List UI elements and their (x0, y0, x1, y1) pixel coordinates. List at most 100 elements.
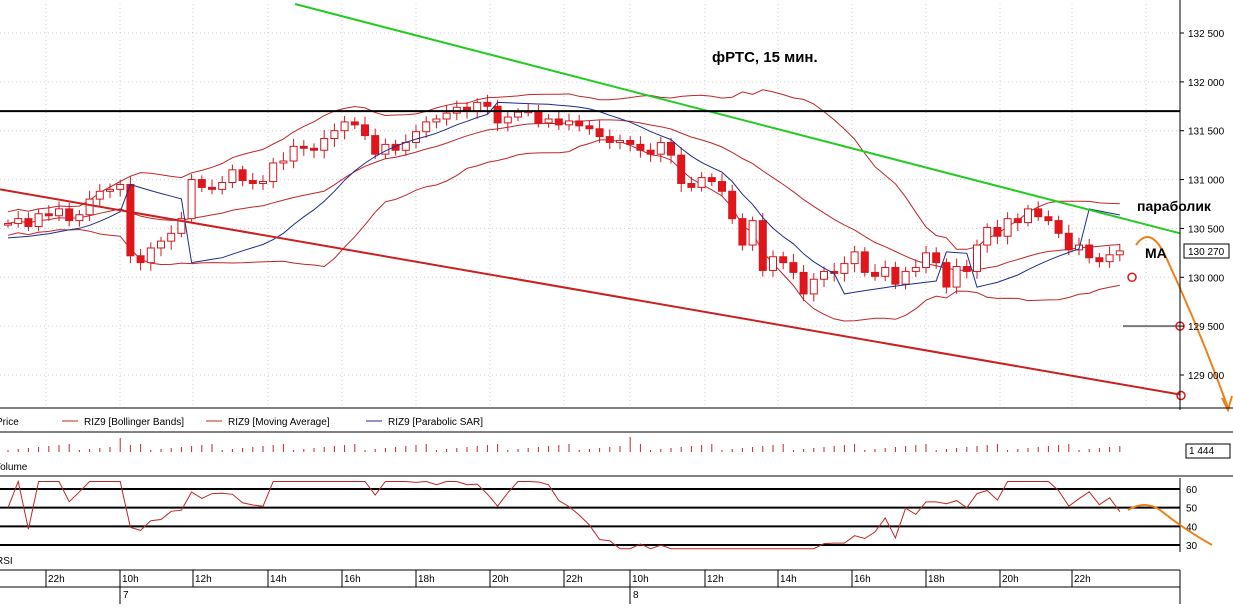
support-trendline (0, 188, 1181, 396)
candle-body (106, 188, 114, 192)
forecast-arrowhead (1221, 395, 1233, 413)
trend-lines (0, 3, 1233, 413)
candle-body (871, 271, 879, 277)
candle-body (595, 128, 604, 138)
psar-line (7, 101, 1120, 295)
time-tick-label: 14h (780, 574, 797, 585)
candle-body (146, 247, 155, 264)
candle-body (860, 251, 869, 273)
legend-bollinger: RIZ9 [Bollinger Bands] (84, 417, 184, 428)
time-tick-label: 16h (344, 574, 361, 585)
candle-body (616, 139, 624, 143)
time-tick-label: 16h (854, 574, 871, 585)
candle-body (575, 120, 584, 127)
rsi-line (7, 479, 1121, 550)
rsi-tick-label: 60 (1186, 485, 1198, 496)
candle-body (779, 256, 788, 264)
candle-body (4, 223, 12, 226)
candle-body (738, 218, 747, 246)
price-tick-label: 129 000 (1188, 371, 1225, 382)
candle-body (1085, 244, 1094, 259)
candle-body (95, 190, 104, 200)
legend-moving-average: RIZ9 [Moving Average] (228, 417, 330, 428)
candle-body (850, 251, 859, 265)
candle-body (238, 169, 247, 182)
volume-pane-label: Volume (0, 462, 28, 473)
axes: 132 500 132 000 131 500 131 000 130 500 130 0… (0, 0, 1233, 410)
legend-price: Price (0, 417, 19, 428)
time-tick-label: 22h (1074, 574, 1091, 585)
volume-last-box (1185, 443, 1231, 459)
last-price-label: 130 270 (1188, 247, 1225, 258)
candle-body (554, 118, 563, 126)
rsi-forecast-curve (1127, 504, 1213, 546)
rsi-tick-label: 50 (1186, 504, 1198, 515)
candle-body (605, 136, 614, 143)
candle-body (983, 226, 992, 246)
candle-body (748, 220, 757, 246)
candle-body (503, 116, 512, 124)
rsi-pane-label: RSI (0, 556, 13, 567)
candle-body (962, 266, 971, 272)
candle-body (1115, 250, 1124, 256)
time-tick-label: 10h (632, 574, 649, 585)
candle-body (55, 208, 63, 217)
candle-body (1003, 218, 1012, 237)
candle-body (279, 160, 288, 164)
candle-body (901, 270, 910, 285)
candle-body (636, 143, 645, 151)
chart-title: фРТС, 15 мин. (712, 49, 818, 66)
time-tick-label: 20h (492, 574, 509, 585)
date-tick-label: 7 (123, 590, 129, 601)
candle-body (24, 218, 33, 227)
candle-body (1044, 216, 1053, 222)
price-tick-label: 129 500 (1188, 322, 1225, 333)
candle-body (422, 121, 431, 133)
price-tick-label: 131 500 (1188, 127, 1225, 138)
price-tick-label: 130 500 (1188, 224, 1225, 235)
candle-body (840, 263, 849, 274)
candle-body (585, 125, 594, 130)
time-tick-label: 12h (707, 574, 724, 585)
time-tick-label: 22h (566, 574, 583, 585)
candle-body (136, 255, 145, 264)
candle-body (218, 182, 227, 190)
time-tick-label: 18h (928, 574, 945, 585)
time-tick-label: 18h (418, 574, 435, 585)
candle-body (65, 208, 74, 222)
candle-body (646, 149, 655, 155)
candle-body (412, 131, 420, 143)
time-tick-label: 20h (1002, 574, 1019, 585)
candle-body (126, 183, 135, 257)
candle-body (1054, 220, 1063, 234)
candle-body (391, 143, 400, 151)
candle-body (320, 138, 329, 151)
candle-body (330, 130, 339, 140)
candle-body (809, 278, 818, 295)
price-grid (0, 4, 1180, 408)
psar-annotation: параболик (1137, 198, 1212, 214)
candle-body (1095, 257, 1104, 263)
candle-body (758, 220, 767, 271)
candle-body (187, 179, 196, 220)
candle-body (116, 183, 125, 190)
time-tick-label: 14h (270, 574, 287, 585)
price-tick-label: 132 000 (1188, 78, 1225, 89)
time-tick-label: 12h (195, 574, 212, 585)
candle-body (911, 267, 920, 272)
candle-body (656, 141, 665, 155)
time-tick-label: 22h (48, 574, 65, 585)
candle-body (973, 244, 981, 272)
candle-body (371, 135, 380, 155)
candle-body (544, 118, 553, 124)
last-price-box (1183, 243, 1230, 259)
bollinger-lower-line (7, 139, 1120, 322)
candle-body (228, 169, 237, 184)
candle-body (534, 110, 543, 124)
candle-body (1013, 218, 1022, 224)
candle-body (310, 147, 318, 151)
candle-body (34, 213, 43, 227)
candle-body (157, 240, 165, 249)
